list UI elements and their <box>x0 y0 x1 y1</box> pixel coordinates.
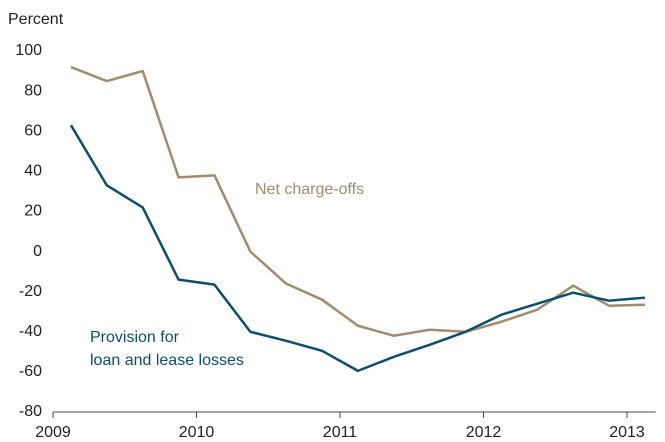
x-tick-label: 2010 <box>179 424 215 441</box>
y-tick-label: 40 <box>24 163 42 180</box>
series-line <box>69 124 646 373</box>
y-tick-label: 20 <box>24 203 42 220</box>
x-tick-label: 2009 <box>35 424 71 441</box>
y-axis-label: Percent <box>8 11 64 28</box>
annotation: Provision for <box>90 329 180 346</box>
series-line <box>70 65 645 338</box>
annotation: Net charge-offs <box>255 181 364 198</box>
x-tick-label: 2011 <box>323 424 358 441</box>
y-tick-label: 60 <box>24 122 42 139</box>
y-tick-label: 100 <box>15 42 42 59</box>
annotation: loan and lease losses <box>90 352 244 369</box>
y-tick-label: -40 <box>19 323 42 340</box>
y-tick-label: -80 <box>19 403 42 420</box>
y-tick-label: -60 <box>19 363 42 380</box>
x-tick-label: 2012 <box>466 424 502 441</box>
y-tick-label: 80 <box>24 82 42 99</box>
y-tick-label: -20 <box>19 283 42 300</box>
x-tick-label: 2013 <box>609 424 645 441</box>
y-tick-label: 0 <box>33 243 42 260</box>
